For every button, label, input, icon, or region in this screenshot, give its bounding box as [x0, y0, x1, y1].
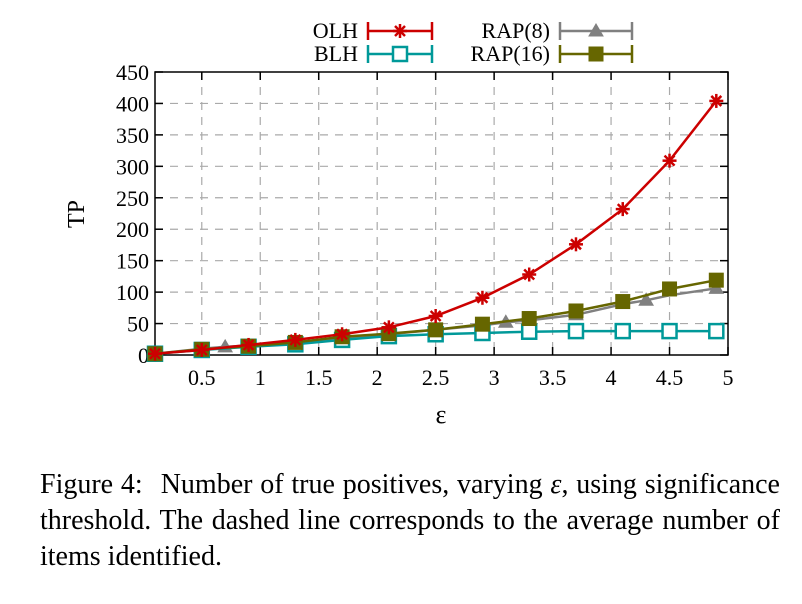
x-tick-label: 4 [606, 365, 617, 390]
legend-item-rap16: RAP(16) [471, 41, 634, 66]
line-chart: 0 50 100 150 200 250 300 350 400 450 0.5 1 1.5 2 2.5 3 3… [64, 18, 734, 429]
data-point-rap16 [428, 322, 444, 338]
series-olh [148, 93, 724, 361]
plot-frame [154, 71, 729, 356]
y-tick-label: 50 [127, 312, 149, 337]
x-tick-label: 1.5 [305, 365, 333, 390]
legend-label: RAP(16) [471, 41, 550, 66]
data-point-rap16 [615, 294, 631, 310]
data-point-blh [661, 322, 678, 340]
y-tick-label: 250 [116, 186, 149, 211]
legend-label: RAP(8) [482, 18, 550, 43]
series-group [146, 93, 725, 362]
data-point-olh [709, 93, 724, 108]
data-point-olh [662, 153, 677, 168]
y-axis-label: TP [64, 200, 90, 228]
caption-text-before: Number of true positives, varying [160, 469, 551, 500]
data-point-olh [335, 327, 350, 342]
caption-epsilon-symbol: ε [550, 469, 562, 500]
legend-item-rap8: RAP(8) [482, 18, 634, 43]
x-tick-label: 2 [372, 365, 383, 390]
gridlines [155, 72, 728, 355]
data-point-blh [708, 322, 725, 340]
data-point-rap8 [638, 292, 655, 306]
y-tick-label: 150 [116, 249, 149, 274]
data-point-rap16 [521, 311, 537, 327]
data-point-olh [288, 332, 303, 347]
data-point-rap16 [708, 272, 724, 288]
y-tick-label: 300 [116, 154, 149, 179]
x-tick-label: 3.5 [539, 365, 567, 390]
x-tick-label: 0.5 [188, 365, 216, 390]
data-point-rap16 [568, 303, 584, 319]
data-point-olh [148, 346, 162, 361]
data-point-olh [475, 290, 490, 305]
figure-caption: Figure 4: Number of true positives, varyi… [40, 467, 780, 575]
data-point-blh [520, 323, 538, 340]
caption-text-after: , using significance threshold. The dash… [40, 469, 780, 572]
data-point-olh [522, 267, 537, 282]
data-point-olh [568, 237, 583, 252]
legend-marker [588, 46, 604, 62]
legend-label: BLH [314, 41, 358, 66]
data-point-blh [614, 322, 632, 340]
x-axis-label: ε [436, 400, 447, 429]
axis-ticks: 0 50 100 150 200 250 300 350 400 450 0.5 1 1.5 2 2.5 3 3… [116, 60, 734, 390]
data-point-olh [615, 202, 630, 217]
data-point-rap16 [662, 281, 678, 297]
x-tick-label: 2.5 [422, 365, 450, 390]
y-tick-label: 450 [116, 60, 149, 85]
x-tick-label: 5 [723, 365, 734, 390]
legend-marker [588, 23, 604, 37]
y-tick-label: 400 [116, 91, 149, 116]
legend-marker [393, 24, 407, 38]
data-point-olh [428, 309, 443, 324]
data-point-rap16 [474, 316, 490, 332]
y-tick-label: 0 [138, 343, 149, 368]
y-tick-label: 350 [116, 123, 149, 148]
x-tick-label: 3 [489, 365, 500, 390]
data-point-olh [241, 337, 256, 352]
legend-label: OLH [313, 18, 358, 43]
y-tick-label: 200 [116, 217, 149, 242]
data-point-olh [194, 342, 209, 357]
legend-item-olh: OLH [313, 18, 434, 43]
data-point-blh [567, 322, 585, 340]
x-tick-label: 1 [255, 365, 266, 390]
legend-marker [391, 45, 409, 63]
caption-label: Figure 4: [40, 469, 143, 500]
x-tick-label: 4.5 [656, 365, 684, 390]
legend-item-blh: BLH [314, 41, 434, 66]
data-point-olh [381, 320, 396, 335]
y-tick-label: 100 [116, 280, 149, 305]
